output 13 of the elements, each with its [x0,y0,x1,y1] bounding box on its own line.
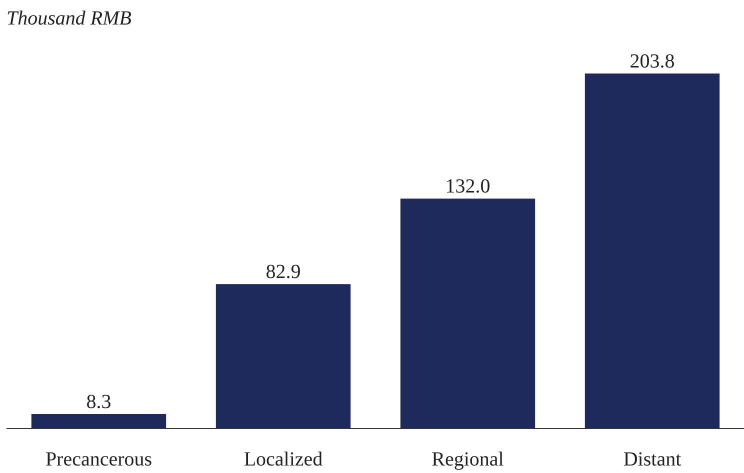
data-label: 8.3 [86,391,112,414]
data-label: 203.8 [630,50,675,73]
x-tick-label: Localized [244,448,323,470]
x-tick-label: Regional [432,448,504,470]
y-axis-title: Thousand RMB [6,8,132,30]
data-label: 132.0 [445,176,490,198]
bar [31,414,166,428]
x-tick-label: Distant [623,448,682,470]
bar [216,284,351,428]
data-label: 82.9 [266,261,301,284]
x-tick-label: Precancerous [45,448,152,470]
bar [584,74,720,428]
bar [400,198,536,428]
